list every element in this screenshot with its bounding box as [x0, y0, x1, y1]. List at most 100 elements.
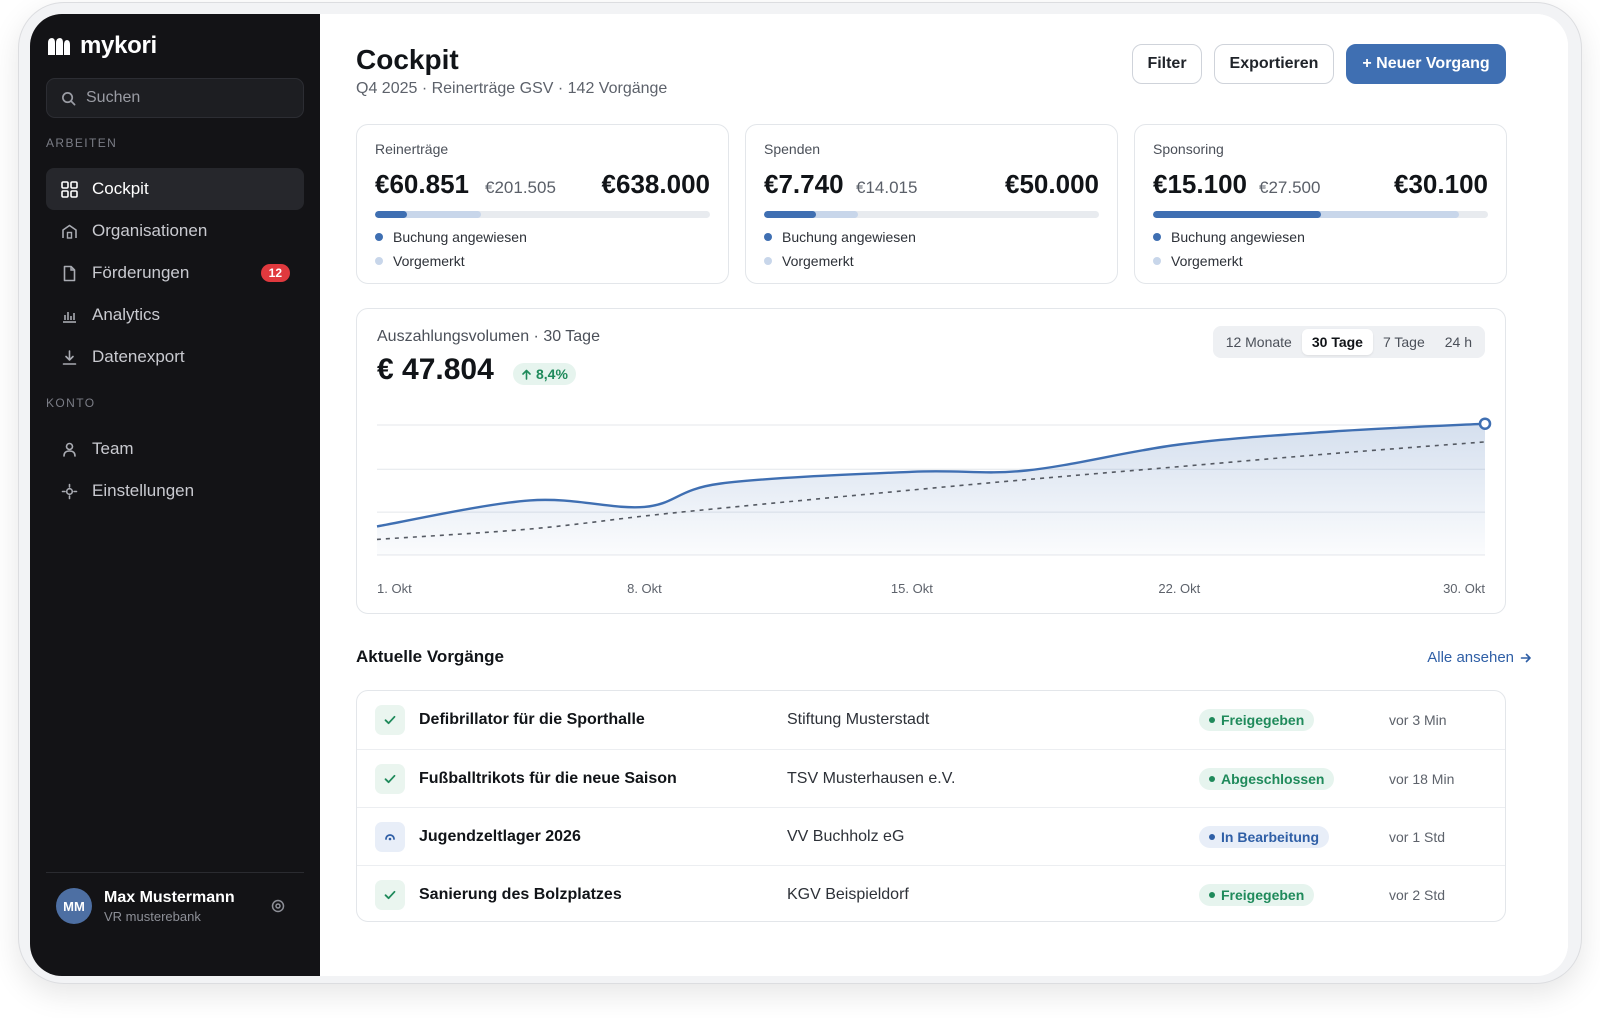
x-tick-label: 22. Okt [1158, 581, 1200, 596]
recent-cases-table: Defibrillator für die Sporthalle Stiftun… [356, 690, 1506, 922]
sidebar-item-label: Förderungen [92, 263, 190, 282]
sidebar-item-label: Team [92, 439, 134, 458]
table-row[interactable]: Defibrillator für die Sporthalle Stiftun… [357, 691, 1505, 749]
progress-icon [375, 821, 405, 852]
legend-booked: Buchung angewiesen [375, 229, 527, 245]
see-all-link[interactable]: Alle ansehen [1427, 649, 1532, 666]
main-content: Cockpit Q4 2025 · Reinerträge GSV · 142 … [320, 14, 1568, 976]
avatar: MM [56, 888, 92, 924]
sidebar-item-cockpit[interactable]: Cockpit [46, 168, 304, 210]
legend-label: Buchung angewiesen [393, 229, 527, 245]
case-title: Fußballtrikots für die neue Saison [419, 769, 677, 787]
page-subtitle: Q4 2025 · Reinerträge GSV · 142 Vorgänge [356, 80, 668, 97]
status-label: Freigegeben [1221, 886, 1305, 903]
legend-dot [1153, 233, 1161, 241]
download-icon [60, 348, 78, 366]
legend-reserved: Vorgemerkt [375, 253, 465, 269]
chart-line-primary [376, 422, 1486, 528]
legend-dot [375, 257, 383, 265]
sidebar-item-label: Organisationen [92, 221, 208, 240]
case-organization: TSV Musterhausen e.V. [787, 769, 956, 787]
user-profile[interactable]: MM Max Mustermann VR musterebank [56, 888, 235, 924]
kpi-target: €638.000 [601, 169, 710, 199]
search-input[interactable]: Suchen [46, 78, 304, 118]
legend-reserved: Vorgemerkt [1153, 253, 1243, 269]
see-all-label: Alle ansehen [1427, 649, 1514, 666]
search-icon [62, 91, 76, 105]
chart-area-fill [377, 423, 1485, 555]
kpi-bar-booked [764, 211, 816, 218]
arrow-up-icon [522, 369, 531, 380]
case-time: vor 3 Min [1389, 712, 1447, 728]
sidebar-divider [46, 872, 304, 873]
case-organization: Stiftung Musterstadt [787, 711, 930, 728]
kpi-secondary-value: €201.505 [485, 178, 556, 197]
kpi-progress-bar [1153, 211, 1488, 218]
status-badge: Abgeschlossen [1199, 767, 1335, 790]
status-dot [1209, 891, 1215, 898]
payout-chart: 1. Okt 8. Okt 15. Okt 22. Okt 30. Okt [376, 417, 1492, 596]
check-icon [375, 879, 405, 910]
new-case-button[interactable]: + Neuer Vorgang [1346, 44, 1506, 84]
sidebar-item-datenexport[interactable]: Datenexport [46, 336, 304, 378]
kpi-value: €60.851 [375, 169, 469, 199]
count-badge: 12 [260, 264, 290, 282]
search-placeholder: Suchen [86, 89, 141, 106]
user-icon [60, 440, 78, 458]
range-option-30-days[interactable]: 30 Tage [1301, 329, 1373, 355]
kpi-label: Sponsoring [1153, 141, 1224, 157]
x-tick-label: 8. Okt [627, 581, 662, 596]
range-option-24-hours[interactable]: 24 h [1444, 334, 1472, 350]
sidebar-item-label: Analytics [92, 305, 161, 324]
table-row[interactable]: Sanierung des Bolzplatzes KGV Beispieldo… [357, 865, 1505, 921]
case-organization: VV Buchholz eG [787, 827, 905, 845]
kpi-card-sponsoring: Sponsoring €15.100 €27.500 €30.100 Buchu… [1134, 124, 1507, 284]
export-button[interactable]: Exportieren [1214, 44, 1334, 84]
sidebar-item-team[interactable]: Team [46, 428, 304, 470]
building-icon [60, 222, 78, 240]
user-org: VR musterebank [104, 908, 201, 924]
settings-icon [60, 482, 78, 500]
x-tick-label: 15. Okt [891, 581, 933, 596]
sidebar-item-foerderungen[interactable]: Förderungen 12 [46, 252, 304, 294]
legend-booked: Buchung angewiesen [764, 229, 916, 245]
section-label-konto: KONTO [46, 396, 96, 410]
sidebar-item-analytics[interactable]: Analytics [46, 294, 304, 336]
app-name: mykori [80, 32, 157, 59]
bar-chart-icon [60, 306, 78, 324]
user-settings-icon[interactable] [270, 898, 286, 919]
range-option-12-months[interactable]: 12 Monate [1225, 334, 1292, 350]
range-option-7-days[interactable]: 7 Tage [1382, 334, 1425, 350]
legend-label: Vorgemerkt [1171, 253, 1243, 269]
sidebar-item-einstellungen[interactable]: Einstellungen [46, 470, 304, 512]
kpi-label: Spenden [764, 141, 821, 157]
legend-dot [1153, 257, 1161, 265]
sidebar-item-organisationen[interactable]: Organisationen [46, 210, 304, 252]
check-icon [375, 705, 405, 735]
section-label-arbeiten: ARBEITEN [46, 136, 118, 150]
chart-value: € 47.804 [377, 353, 494, 386]
chart-label: Auszahlungsvolumen · 30 Tage [377, 328, 600, 345]
range-selector: 12 Monate 30 Tage 7 Tage 24 h [1212, 326, 1485, 358]
status-dot [1209, 833, 1215, 840]
document-icon [60, 264, 78, 282]
status-label: Freigegeben [1221, 712, 1305, 728]
filter-button[interactable]: Filter [1132, 44, 1202, 84]
legend-label: Buchung angewiesen [782, 229, 916, 245]
legend-dot [764, 257, 772, 265]
app-logo[interactable]: mykori [46, 32, 157, 60]
kpi-bar-booked [1153, 211, 1322, 218]
legend-label: Buchung angewiesen [1171, 229, 1305, 245]
table-row[interactable]: Fußballtrikots für die neue Saison TSV M… [357, 749, 1505, 807]
kpi-progress-bar [764, 211, 1099, 218]
page-title: Cockpit [356, 44, 459, 75]
x-tick-label: 1. Okt [377, 581, 412, 596]
payout-chart-card: 1. Okt 8. Okt 15. Okt 22. Okt 30. Okt Auszah… [356, 308, 1506, 614]
kpi-progress-bar [375, 211, 710, 218]
table-row[interactable]: Jugendzeltlager 2026 VV Buchholz eG In B… [357, 807, 1505, 865]
delta-badge: 8,4% [513, 363, 576, 385]
legend-label: Vorgemerkt [393, 253, 465, 269]
sidebar-item-label: Einstellungen [92, 481, 195, 500]
kpi-target: €30.100 [1394, 169, 1488, 199]
kpi-target: €50.000 [1005, 169, 1099, 199]
